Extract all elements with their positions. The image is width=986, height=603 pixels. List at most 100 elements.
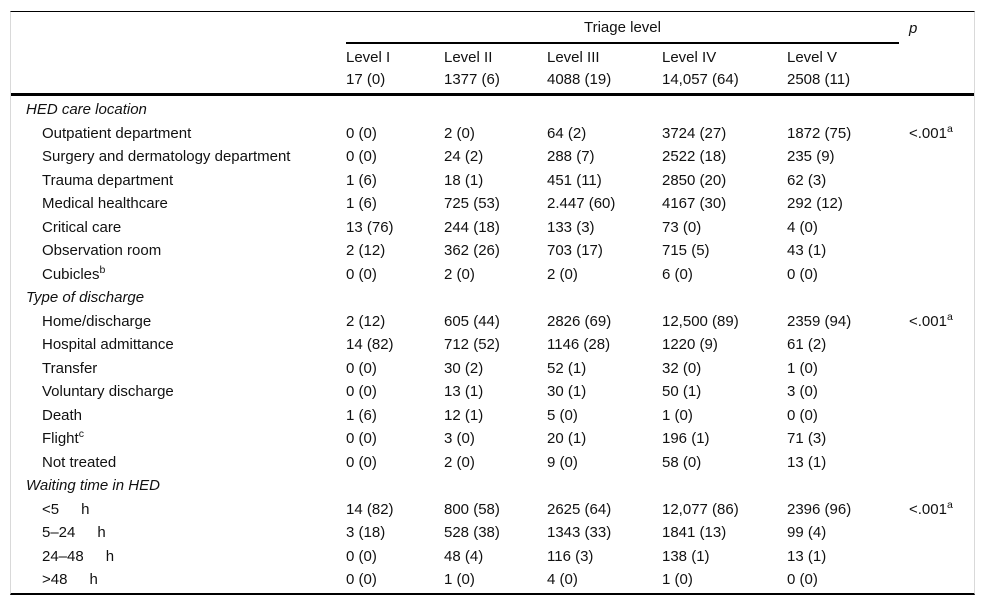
value-cell-level-3: 288 (7)	[547, 148, 595, 165]
row-label: Home/discharge	[42, 312, 152, 330]
value-cell-level-4: 1 (0)	[662, 571, 693, 588]
value-cell-level-5: 0 (0)	[787, 265, 818, 283]
value-cell-level-1: 0 (0)	[346, 453, 377, 471]
value-cell-level-4: 1 (0)	[662, 406, 693, 424]
value-cell-level-3: 9 (0)	[547, 453, 578, 471]
value-cell-level-5: 4 (0)	[787, 218, 818, 236]
value-cell-level-2: 24 (2)	[444, 148, 484, 165]
section-header-row: HED care location	[11, 98, 974, 122]
value-cell-level-5: 13 (1)	[787, 453, 827, 471]
p-value-cell	[899, 545, 974, 569]
row-unit-label: h	[105, 547, 115, 565]
p-value-cell	[899, 404, 974, 428]
p-value-cell: <.001a	[909, 310, 953, 330]
value-cell-level-2: 1 (0)	[444, 571, 475, 588]
table-row: Trauma department 1 (6) 18 (1) 451 (11) 2850…	[11, 169, 974, 193]
value-cell-level-1: 2 (12)	[346, 312, 386, 330]
value-cell-level-2: 48 (4)	[444, 547, 484, 565]
value-cell-level-5: 13 (1)	[787, 547, 827, 565]
value-cell-level-5: 1872 (75)	[787, 124, 852, 142]
table-row: 24–48 h 0 (0) 48 (4) 116 (3) 138 (1) 13 (1)	[11, 545, 974, 569]
p-value-cell: <.001a	[909, 122, 953, 142]
value-cell-level-2: 2 (0)	[444, 124, 475, 142]
value-cell-level-5: 235 (9)	[787, 148, 835, 165]
row-unit-label: h	[97, 524, 106, 541]
value-cell-level-5: 61 (2)	[787, 336, 827, 353]
row-label: Flightc	[42, 428, 84, 447]
row-label: Voluntary discharge	[42, 383, 174, 400]
row-label: Not treated	[42, 453, 117, 471]
table-row: 5–24 h 3 (18) 528 (38) 1343 (33) 1841 (13) 99 …	[11, 521, 974, 545]
column-count-level-5: 2508 (11)	[787, 71, 851, 88]
value-cell-level-4: 2850 (20)	[662, 171, 727, 189]
value-cell-level-4: 4167 (30)	[662, 195, 727, 212]
value-cell-level-3: 1146 (28)	[547, 336, 611, 353]
table-row: Outpatient department 0 (0) 2 (0) 64 (2) 372…	[11, 122, 974, 146]
column-count-level-2: 1377 (6)	[444, 71, 500, 88]
column-labels-row: Level I Level II Level III Level IV Level V	[11, 47, 974, 69]
table-row: Observation room 2 (12) 362 (26) 703 (17) 71…	[11, 239, 974, 263]
table-row: >48 h 0 (0) 1 (0) 4 (0) 1 (0) 0 (0)	[11, 568, 974, 592]
value-cell-level-1: 0 (0)	[346, 265, 377, 283]
value-cell-level-2: 13 (1)	[444, 383, 484, 400]
row-label: Hospital admittance	[42, 336, 174, 353]
p-value-cell	[899, 521, 974, 545]
value-cell-level-3: 451 (11)	[547, 171, 602, 189]
table-row: Voluntary discharge 0 (0) 13 (1) 30 (1) 50 (…	[11, 380, 974, 404]
value-cell-level-3: 4 (0)	[547, 571, 578, 588]
row-label: >48 h	[42, 571, 98, 588]
column-label-level-4: Level IV	[662, 49, 717, 66]
p-value-cell	[899, 380, 974, 404]
section-title: Type of discharge	[26, 289, 145, 306]
value-cell-level-3: 5 (0)	[547, 406, 578, 424]
stub-cell	[11, 47, 346, 69]
value-cell-level-2: 12 (1)	[444, 406, 484, 424]
row-label: Critical care	[42, 218, 122, 236]
value-cell-level-4: 715 (5)	[662, 242, 710, 259]
value-cell-level-4: 196 (1)	[662, 430, 710, 447]
column-label-level-3: Level III	[547, 49, 600, 66]
table-row: Medical healthcare 1 (6) 725 (53) 2.447 (60…	[11, 192, 974, 216]
p-value-cell	[899, 568, 974, 592]
value-cell-level-4: 12,077 (86)	[662, 500, 739, 518]
value-cell-level-5: 3 (0)	[787, 383, 818, 400]
row-label: Death	[42, 406, 83, 424]
row-unit-label: h	[89, 571, 98, 588]
value-cell-level-1: 14 (82)	[346, 336, 394, 353]
table-row: Surgery and dermatology department 0 (0) 2…	[11, 145, 974, 169]
value-cell-level-4: 73 (0)	[662, 218, 702, 236]
table-row: Cubiclesb 0 (0) 2 (0) 2 (0) 6 (0) 0 (0)	[11, 263, 974, 287]
value-cell-level-4: 138 (1)	[662, 547, 710, 565]
p-value-cell	[899, 427, 974, 451]
value-cell-level-4: 2522 (18)	[662, 148, 727, 165]
value-cell-level-3: 116 (3)	[547, 547, 594, 565]
value-cell-level-1: 0 (0)	[346, 148, 377, 165]
value-cell-level-5: 0 (0)	[787, 571, 818, 588]
p-value-cell	[899, 239, 974, 263]
value-cell-level-5: 2396 (96)	[787, 500, 852, 518]
table-row: Flightc 0 (0) 3 (0) 20 (1) 196 (1) 71 (3)	[11, 427, 974, 451]
value-cell-level-4: 1841 (13)	[662, 524, 727, 541]
value-cell-level-4: 12,500 (89)	[662, 312, 739, 330]
triage-level-spanner-heading: Triage level	[346, 12, 899, 44]
row-label: 5–24 h	[42, 524, 106, 541]
value-cell-level-1: 3 (18)	[346, 524, 386, 541]
footnote-marker: a	[946, 310, 953, 323]
value-cell-level-5: 2359 (94)	[787, 312, 852, 330]
p-value-cell	[899, 216, 974, 240]
p-value-cell	[899, 169, 974, 193]
value-cell-level-4: 32 (0)	[662, 359, 702, 377]
value-cell-level-1: 0 (0)	[346, 430, 377, 447]
value-cell-level-4: 50 (1)	[662, 383, 702, 400]
value-cell-level-1: 0 (0)	[346, 571, 377, 588]
value-cell-level-3: 703 (17)	[547, 242, 603, 259]
value-cell-level-1: 14 (82)	[346, 500, 394, 518]
value-cell-level-2: 3 (0)	[444, 430, 475, 447]
value-cell-level-1: 0 (0)	[346, 383, 377, 400]
value-cell-level-3: 1343 (33)	[547, 524, 612, 541]
p-value-cell	[899, 357, 974, 381]
value-cell-level-1: 1 (6)	[346, 171, 377, 189]
row-label: Observation room	[42, 242, 162, 259]
value-cell-level-5: 0 (0)	[787, 406, 818, 424]
row-label: 24–48 h	[42, 547, 115, 565]
